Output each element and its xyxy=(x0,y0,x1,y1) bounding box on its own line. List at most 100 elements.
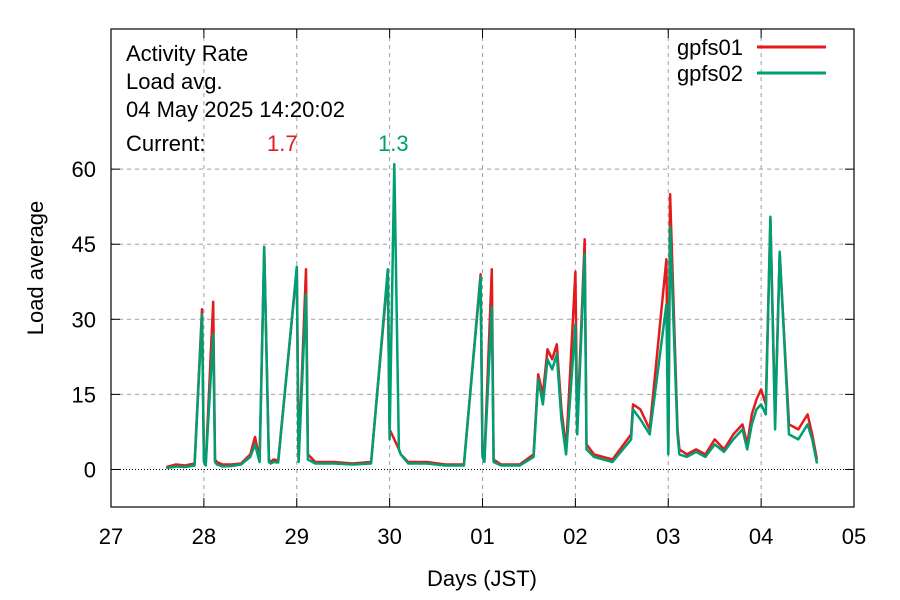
data-point-gpfs02 xyxy=(272,461,275,463)
data-point-gpfs01 xyxy=(665,258,668,261)
data-point-gpfs02 xyxy=(630,438,632,441)
y-axis-label: Load average xyxy=(23,201,48,336)
data-point-gpfs02 xyxy=(351,463,354,466)
data-point-gpfs02 xyxy=(492,461,495,463)
data-point-gpfs02 xyxy=(277,461,279,464)
data-point-gpfs02 xyxy=(399,453,402,456)
data-point-gpfs01 xyxy=(806,413,809,416)
data-point-gpfs02 xyxy=(212,333,214,336)
tick-labels: 27 28 29 30 01 02 03 04 05 0 15 30 45 60 xyxy=(72,157,867,549)
x-axis-label: Days (JST) xyxy=(427,566,537,591)
data-point-gpfs02 xyxy=(214,461,216,463)
y-tick-label: 45 xyxy=(72,232,96,257)
y-tick-label: 0 xyxy=(84,457,96,482)
data-point-gpfs02 xyxy=(483,461,486,463)
data-point-gpfs02 xyxy=(665,303,668,306)
data-point-gpfs02 xyxy=(585,448,588,451)
data-point-gpfs02 xyxy=(314,462,317,465)
data-point-gpfs02 xyxy=(263,245,266,248)
data-point-gpfs02 xyxy=(565,453,567,456)
legend: gpfs01 gpfs02 xyxy=(677,35,826,86)
data-point-gpfs02 xyxy=(788,433,790,436)
data-point-gpfs01 xyxy=(546,348,549,351)
data-point-gpfs02 xyxy=(667,453,670,456)
data-point-gpfs02 xyxy=(370,462,372,465)
data-point-gpfs01 xyxy=(490,268,493,271)
data-point-gpfs02 xyxy=(249,456,252,458)
data-point-gpfs01 xyxy=(479,273,482,276)
data-point-gpfs01 xyxy=(760,388,762,391)
data-point-gpfs01 xyxy=(272,458,275,461)
data-point-gpfs02 xyxy=(398,448,400,451)
legend-label-gpfs01: gpfs01 xyxy=(677,35,743,60)
data-point-gpfs02 xyxy=(254,443,256,446)
x-tick-label: 27 xyxy=(99,524,123,549)
data-point-gpfs02 xyxy=(778,250,781,253)
data-point-gpfs02 xyxy=(816,462,818,464)
data-point-gpfs02 xyxy=(546,358,549,361)
data-point-gpfs02 xyxy=(268,461,270,463)
data-point-gpfs02 xyxy=(769,215,772,218)
data-point-gpfs01 xyxy=(551,358,553,361)
data-point-gpfs02 xyxy=(537,378,540,381)
data-point-gpfs01 xyxy=(556,343,558,346)
y-tick-label: 15 xyxy=(72,382,96,407)
data-point-gpfs01 xyxy=(537,373,540,376)
data-point-gpfs01 xyxy=(393,438,396,441)
data-point-gpfs02 xyxy=(669,225,671,228)
data-point-gpfs02 xyxy=(648,433,651,436)
series-layer xyxy=(165,162,819,470)
data-point-gpfs02 xyxy=(678,453,681,456)
data-point-gpfs01 xyxy=(583,238,586,241)
data-point-gpfs02 xyxy=(560,418,563,421)
info-subtitle: Load avg. xyxy=(126,69,223,94)
data-point-gpfs02 xyxy=(184,466,187,468)
x-tick-label: 04 xyxy=(749,524,773,549)
data-point-gpfs01 xyxy=(632,403,634,406)
data-point-gpfs02 xyxy=(463,464,465,467)
data-point-gpfs02 xyxy=(297,461,300,463)
data-point-gpfs02 xyxy=(811,438,814,441)
data-point-gpfs02 xyxy=(444,464,447,467)
data-point-gpfs02 xyxy=(695,451,697,453)
current-label: Current: xyxy=(126,131,205,156)
x-tick-label: 28 xyxy=(192,524,216,549)
data-point-gpfs01 xyxy=(695,448,697,451)
data-point-gpfs01 xyxy=(741,423,744,426)
data-point-gpfs01 xyxy=(175,463,177,466)
data-point-gpfs02 xyxy=(755,408,758,411)
x-tick-label: 29 xyxy=(285,524,309,549)
series-line-gpfs02 xyxy=(166,162,819,470)
data-point-gpfs02 xyxy=(295,265,298,268)
data-point-gpfs01 xyxy=(713,438,716,441)
data-point-gpfs01 xyxy=(574,270,577,273)
data-point-gpfs02 xyxy=(713,443,716,446)
data-point-gpfs02 xyxy=(201,313,203,316)
grid-lines xyxy=(111,29,854,507)
data-point-gpfs02 xyxy=(593,456,595,458)
axis-ticks xyxy=(110,29,855,507)
x-tick-label: 01 xyxy=(470,524,494,549)
data-point-gpfs02 xyxy=(333,462,335,465)
data-point-gpfs02 xyxy=(764,413,767,416)
x-tick-label: 03 xyxy=(656,524,680,549)
info-timestamp: 04 May 2025 14:20:02 xyxy=(126,97,345,122)
data-point-gpfs02 xyxy=(774,428,776,431)
data-point-gpfs02 xyxy=(518,464,521,467)
data-point-gpfs01 xyxy=(201,308,203,311)
info-title: Activity Rate xyxy=(126,41,248,66)
data-point-gpfs02 xyxy=(307,458,309,461)
x-tick-label: 05 xyxy=(842,524,866,549)
data-point-gpfs02 xyxy=(221,465,224,468)
data-point-gpfs01 xyxy=(221,463,224,466)
current-gpfs02-value: 1.3 xyxy=(378,131,409,156)
data-point-gpfs02 xyxy=(216,463,218,466)
data-point-gpfs02 xyxy=(407,462,410,465)
data-point-gpfs02 xyxy=(490,305,493,308)
data-point-gpfs02 xyxy=(611,461,614,463)
data-point-gpfs01 xyxy=(732,433,735,436)
y-tick-label: 60 xyxy=(72,157,96,182)
data-point-gpfs01 xyxy=(305,268,307,271)
data-point-gpfs02 xyxy=(388,438,391,441)
current-gpfs01-value: 1.7 xyxy=(267,131,298,156)
